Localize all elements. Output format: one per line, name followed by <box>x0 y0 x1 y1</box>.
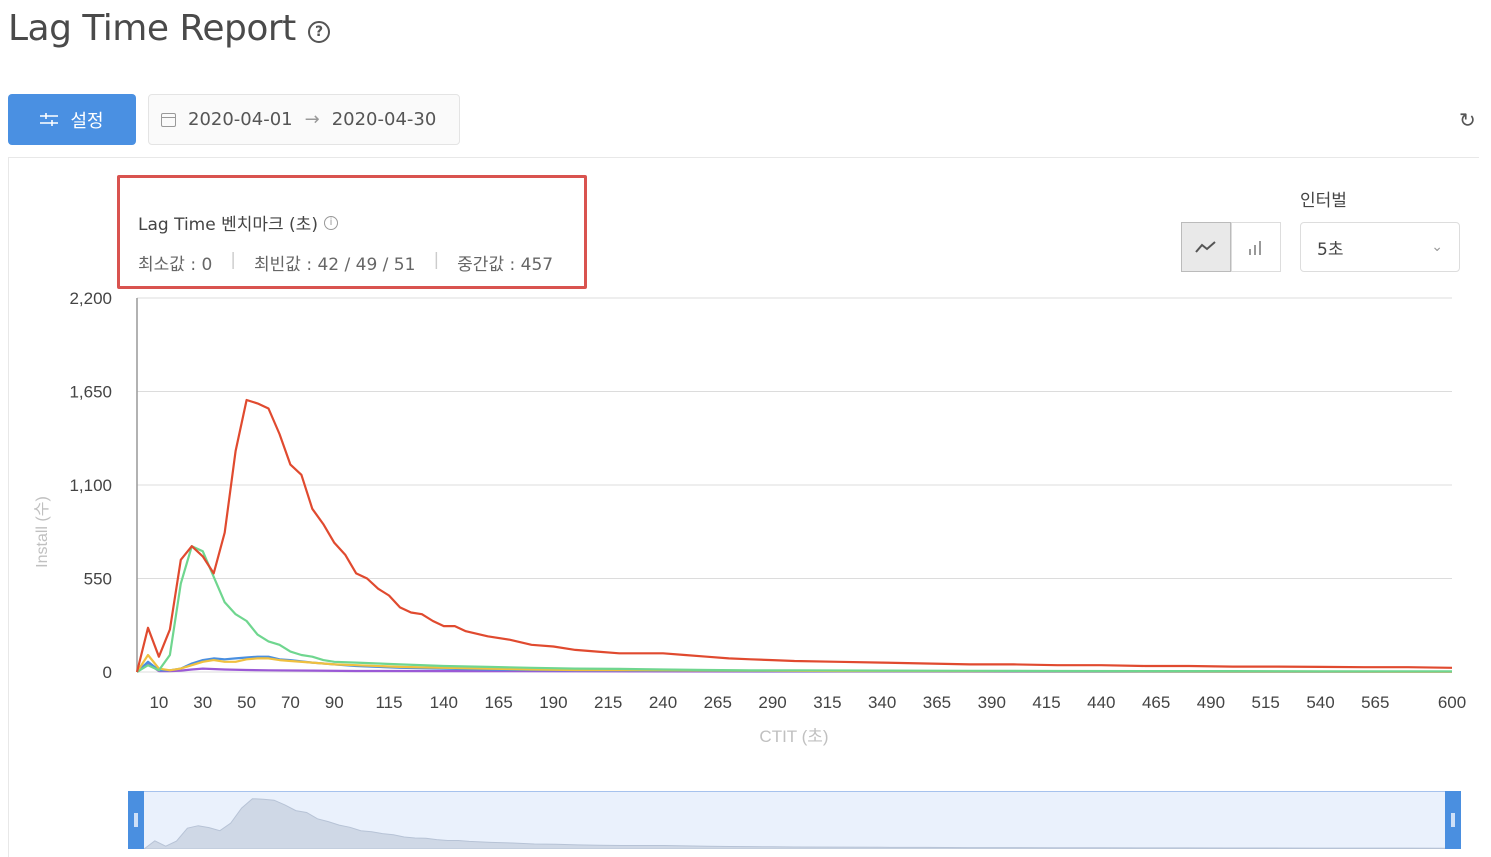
x-tick-label: 490 <box>1197 693 1225 712</box>
x-axis-label: CTIT (초) <box>759 727 828 746</box>
x-tick-label: 565 <box>1361 693 1389 712</box>
x-tick-label: 115 <box>375 693 402 712</box>
benchmark-stats: 최소값 : 0 | 최빈값 : 42 / 49 / 51 | 중간값 : 457 <box>138 250 553 275</box>
bar-chart-button[interactable] <box>1231 222 1281 272</box>
navigator-preview <box>143 798 1446 849</box>
x-tick-label: 240 <box>649 693 677 712</box>
x-tick-label: 415 <box>1032 693 1060 712</box>
y-tick-label: 1,650 <box>69 383 112 402</box>
x-tick-label: 340 <box>868 693 896 712</box>
x-tick-label: 440 <box>1087 693 1115 712</box>
info-icon[interactable]: i <box>323 215 338 230</box>
stat-divider: | <box>230 250 237 270</box>
chevron-down-icon: ⌄ <box>1431 239 1443 255</box>
x-tick-label: 515 <box>1252 693 1280 712</box>
min-stat: 최소값 : 0 <box>138 255 213 275</box>
settings-button-label: 설정 <box>70 110 104 132</box>
y-tick-label: 550 <box>84 570 112 589</box>
benchmark-title: Lag Time 벤치마크 (초) i <box>138 210 338 235</box>
x-tick-label: 315 <box>813 693 841 712</box>
x-axis-ticks: 10 30 50 70 90 115 140 165 190 215 240 265 290 315 340… <box>149 693 1466 712</box>
x-tick-label: 365 <box>923 693 951 712</box>
x-tick-label: 70 <box>281 693 300 712</box>
date-start[interactable]: 2020-04-01 <box>188 109 293 130</box>
x-tick-label: 390 <box>978 693 1006 712</box>
page-title: Lag Time Report ? <box>8 8 330 49</box>
stat-divider: | <box>433 250 440 270</box>
chart-series <box>135 398 1453 673</box>
x-tick-label: 540 <box>1306 693 1334 712</box>
x-tick-label: 10 <box>149 693 168 712</box>
benchmark-summary: Lag Time 벤치마크 (초) i 최소값 : 0 | 최빈값 : 42 /… <box>117 175 587 289</box>
x-tick-label: 465 <box>1142 693 1170 712</box>
x-tick-label: 140 <box>430 693 458 712</box>
settings-button[interactable]: 설정 <box>8 94 136 145</box>
arrow-right-icon: → <box>304 109 320 130</box>
line-chart-icon <box>1195 241 1216 253</box>
y-axis-label: Install (수) <box>33 496 51 568</box>
navigator-area <box>143 798 1446 849</box>
drag-handle-icon <box>1451 813 1455 827</box>
interval-select-value: 5초 <box>1317 239 1344 260</box>
x-tick-label: 290 <box>758 693 786 712</box>
y-axis-ticks: 0 550 1,100 1,650 2,200 <box>69 289 112 682</box>
line-chart-button[interactable] <box>1181 222 1231 272</box>
refresh-icon[interactable]: ↻ <box>1459 108 1476 132</box>
drag-handle-icon <box>134 813 138 827</box>
x-tick-label: 215 <box>594 693 622 712</box>
interval-select[interactable]: 5초 ⌄ <box>1300 222 1460 272</box>
y-tick-label: 2,200 <box>69 289 112 308</box>
date-end[interactable]: 2020-04-30 <box>331 109 437 130</box>
mode-stat: 최빈값 : 42 / 49 / 51 <box>254 255 416 275</box>
x-tick-label: 600 <box>1438 693 1466 712</box>
x-tick-label: 90 <box>325 693 344 712</box>
calendar-icon <box>161 112 176 127</box>
y-tick-label: 1,100 <box>69 476 112 495</box>
series-line <box>136 545 1452 673</box>
x-tick-label: 190 <box>539 693 567 712</box>
range-navigator[interactable] <box>128 791 1461 849</box>
interval-label: 인터벌 <box>1300 191 1347 211</box>
x-tick-label: 165 <box>484 693 512 712</box>
series-line <box>135 398 1453 673</box>
x-tick-label: 265 <box>704 693 732 712</box>
page-title-text: Lag Time Report <box>8 8 296 49</box>
x-tick-label: 30 <box>193 693 212 712</box>
bar-chart-icon <box>1249 241 1261 255</box>
chart-grid <box>136 297 1452 673</box>
date-range-picker[interactable]: 2020-04-01 → 2020-04-30 <box>148 94 460 145</box>
median-stat: 중간값 : 457 <box>457 255 554 275</box>
benchmark-title-text: Lag Time 벤치마크 (초) <box>138 215 318 235</box>
chart-type-toggle <box>1181 222 1281 272</box>
y-tick-label: 0 <box>103 663 112 682</box>
x-tick-label: 50 <box>237 693 256 712</box>
sliders-icon <box>40 112 59 126</box>
chart-panel <box>8 157 1479 857</box>
help-circle-icon[interactable]: ? <box>307 20 330 43</box>
